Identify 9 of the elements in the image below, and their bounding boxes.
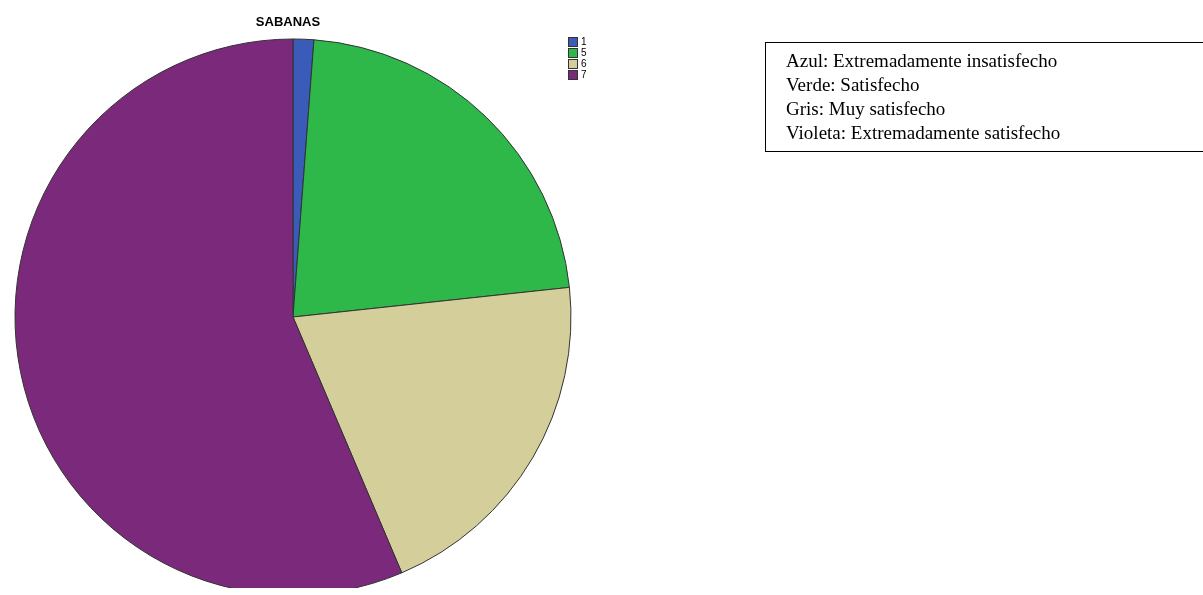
text: Verde: Satisfecho: [786, 73, 921, 97]
legend-label: 1: [581, 36, 587, 47]
chart-title: SABANAS: [254, 14, 322, 29]
text: Violeta: Extremadamente satisfecho: [786, 121, 1062, 145]
text: Azul: Extremadamente insatisfecho: [786, 49, 1059, 73]
legend-label: 5: [581, 47, 587, 58]
text: Gris: Muy satisfecho: [786, 97, 947, 121]
legend-label: 7: [581, 69, 587, 80]
legend-label: 6: [581, 58, 587, 69]
